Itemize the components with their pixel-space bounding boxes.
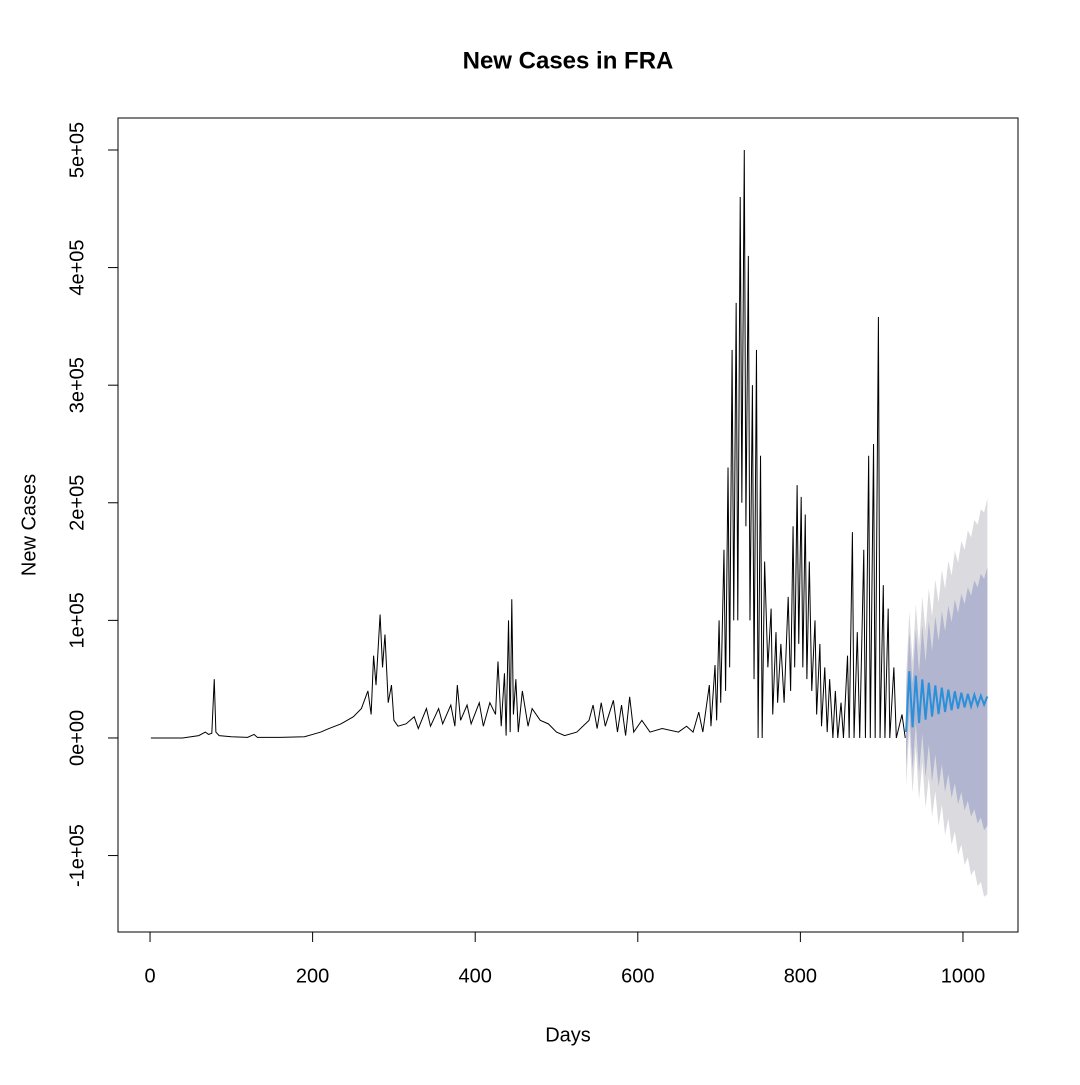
y-tick-label: 5e+05 [66, 122, 88, 178]
x-tick-label: 0 [144, 965, 155, 987]
x-axis-label: Days [545, 1024, 591, 1046]
x-tick-label: 400 [459, 965, 492, 987]
x-tick-label: 600 [621, 965, 654, 987]
x-tick-label: 200 [296, 965, 329, 987]
y-tick-label: 2e+05 [66, 475, 88, 531]
y-tick-label: 4e+05 [66, 239, 88, 295]
y-axis-label: New Cases [18, 474, 40, 576]
y-tick-label: -1e+05 [66, 824, 88, 887]
x-tick-label: 800 [784, 965, 817, 987]
series-line [150, 149, 906, 739]
y-tick-label: 0e+00 [66, 710, 88, 766]
chart-title: New Cases in FRA [463, 47, 674, 74]
y-tick-label: 3e+05 [66, 357, 88, 413]
y-tick-label: 1e+05 [66, 592, 88, 648]
forecast-line [905, 671, 989, 733]
x-tick-label: 1000 [941, 965, 986, 987]
